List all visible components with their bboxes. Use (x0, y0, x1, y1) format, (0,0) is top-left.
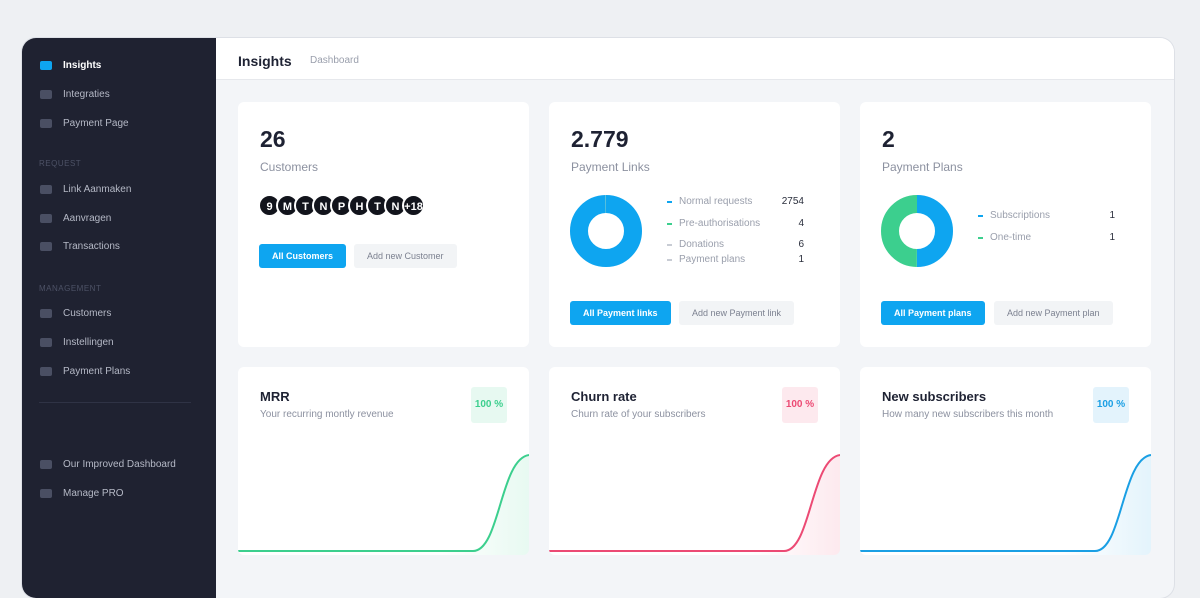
primary-button[interactable]: All Payment links (570, 301, 671, 325)
primary-button[interactable]: All Payment plans (881, 301, 985, 325)
legend-value: 6 (798, 239, 804, 250)
legend-label: Donations (679, 239, 725, 250)
nav-label: Aanvragen (63, 213, 112, 224)
stat-label: Payment Links (571, 160, 650, 174)
legend-label: Payment plans (679, 254, 746, 265)
secondary-button[interactable]: Add new Customer (354, 244, 457, 268)
card: 2.779 Payment Links Normal requests 2754 … (549, 102, 840, 347)
page: Insights Integraties Payment Page REQUES… (22, 38, 1174, 598)
donut (881, 195, 953, 267)
metric-badge: 100 % (471, 387, 507, 423)
sparkline-area (549, 455, 840, 555)
sparkline-line (549, 454, 840, 552)
sparkline-line (860, 454, 1151, 552)
legend-item: Normal requests 2754 (667, 196, 804, 207)
stat-label: Payment Plans (882, 160, 963, 174)
breadcrumb[interactable]: Dashboard (310, 55, 359, 66)
secondary-button[interactable]: Add new Payment plan (994, 301, 1113, 325)
legend-value: 2754 (781, 196, 804, 207)
donut-segment (570, 195, 642, 267)
nav-item[interactable]: Insights (40, 60, 102, 71)
nav-label: Payment Page (63, 118, 129, 129)
avatar: T (366, 194, 389, 217)
nav-item[interactable]: Payment Plans (40, 366, 131, 377)
header: Insights Dashboard (216, 38, 1174, 80)
nav-label: Insights (63, 60, 102, 71)
legend-label: One-time (990, 232, 1032, 243)
nav-item[interactable]: Instellingen (40, 337, 114, 348)
nav-section: MANAGEMENT (39, 284, 102, 293)
metric-title: New subscribers (882, 389, 987, 404)
nav-item[interactable]: Link Aanmaken (40, 184, 132, 195)
legend-item: Pre-authorisations 4 (667, 218, 804, 229)
nav-item[interactable]: Aanvragen (40, 213, 112, 224)
legend-label: Subscriptions (990, 210, 1051, 221)
legend-value: 1 (1109, 232, 1115, 243)
app-window: Insights Integraties Payment Page REQUES… (22, 38, 1174, 598)
stat-value: 2 (882, 126, 895, 152)
nav-label: Instellingen (63, 337, 114, 348)
legend-value: 1 (1109, 210, 1115, 221)
sparkline (860, 454, 1151, 555)
sparkline (238, 454, 529, 555)
page-title: Insights (238, 53, 292, 69)
card: 2 Payment Plans Subscriptions 1 One-time 1… (860, 102, 1151, 347)
nav-label: Manage PRO (63, 488, 124, 499)
avatar: +18 (402, 194, 425, 217)
avatar-row: 9 M T N P H T N +18 (258, 194, 425, 217)
nav-label: Customers (63, 308, 112, 319)
avatar: N (312, 194, 335, 217)
legend-label: Pre-authorisations (679, 218, 761, 229)
sparkline-line (238, 454, 529, 552)
nav-item[interactable]: Integraties (40, 89, 110, 100)
metric-card: Churn rate Churn rate of your subscribers… (549, 367, 840, 555)
nav-section: REQUEST (39, 159, 82, 168)
legend-label: Normal requests (679, 196, 753, 207)
nav-item[interactable]: Transactions (40, 241, 120, 252)
legend-item: Donations 6 (667, 239, 804, 250)
nav-label: Transactions (63, 241, 120, 252)
donut (570, 195, 642, 267)
nav-item[interactable]: Payment Page (40, 118, 129, 129)
sidebar: Insights Integraties Payment Page REQUES… (22, 38, 216, 598)
primary-button[interactable]: All Customers (259, 244, 347, 268)
nav-item[interactable]: Our Improved Dashboard (40, 459, 176, 470)
donut-segment (881, 195, 953, 267)
legend-item: One-time 1 (978, 232, 1115, 243)
sparkline-area (860, 455, 1151, 555)
legend-value: 1 (798, 254, 804, 265)
legend-item: Subscriptions 1 (978, 210, 1115, 221)
legend-item: Payment plans 1 (667, 254, 804, 265)
metric-title: MRR (260, 389, 290, 404)
card: 26 Customers 9 M T N P H T N +18 All Customers A… (238, 102, 529, 347)
metric-card: New subscribers How many new subscribers … (860, 367, 1151, 555)
metric-title: Churn rate (571, 389, 637, 404)
nav-label: Link Aanmaken (63, 184, 132, 195)
sparkline (549, 454, 840, 555)
nav-item[interactable]: Customers (40, 308, 112, 319)
stat-value: 2.779 (571, 126, 629, 152)
nav-label: Integraties (63, 89, 110, 100)
nav-item[interactable]: Manage PRO (40, 488, 124, 499)
sparkline-area (238, 455, 529, 555)
secondary-button[interactable]: Add new Payment link (679, 301, 795, 325)
stat-label: Customers (260, 160, 319, 174)
nav-label: Our Improved Dashboard (63, 459, 176, 470)
metric-badge: 100 % (782, 387, 818, 423)
metric-badge: 100 % (1093, 387, 1129, 423)
metric-subtitle: Churn rate of your subscribers (571, 409, 706, 420)
metric-card: MRR Your recurring montly revenue 100 % (238, 367, 529, 555)
legend-value: 4 (798, 218, 804, 229)
stat-value: 26 (260, 126, 286, 152)
metric-subtitle: Your recurring montly revenue (260, 409, 394, 420)
nav-label: Payment Plans (63, 366, 131, 377)
metric-subtitle: How many new subscribers this month (882, 409, 1054, 420)
divider (39, 402, 191, 403)
